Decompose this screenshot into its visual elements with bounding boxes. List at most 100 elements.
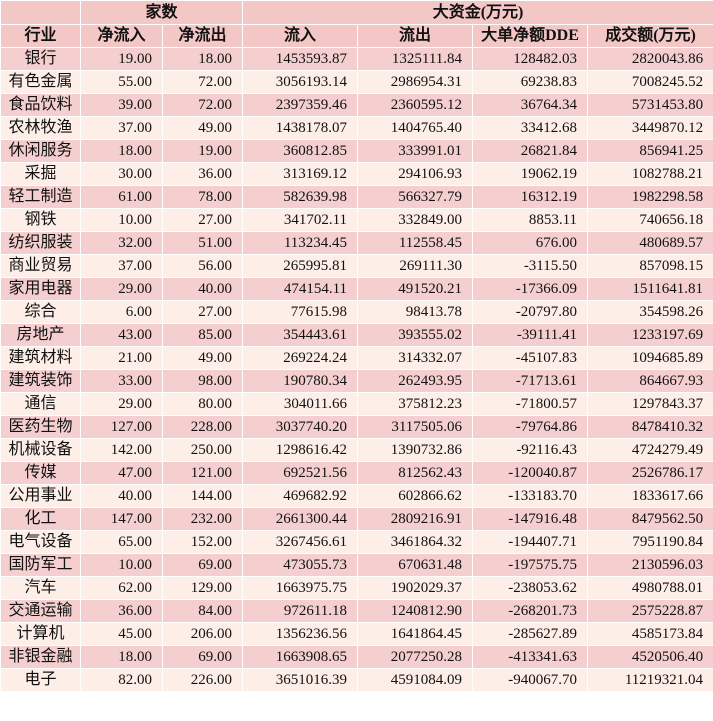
industry-cell: 电子 <box>0 668 81 692</box>
value-cell: 55.00 <box>80 70 163 94</box>
value-cell: 4585173.84 <box>587 622 713 646</box>
industry-cell: 商业贸易 <box>0 254 81 278</box>
value-cell: 84.00 <box>161 599 244 623</box>
value-cell: 32.00 <box>80 231 163 255</box>
value-cell: 29.00 <box>80 277 163 301</box>
industry-cell: 化工 <box>0 507 81 531</box>
value-cell: 491520.21 <box>357 277 474 301</box>
industry-cell: 休闲服务 <box>0 139 81 163</box>
value-cell: 354598.26 <box>587 300 713 324</box>
value-cell: 10.00 <box>80 553 163 577</box>
table-row: 钢铁 10.00 27.00 341702.11 332849.00 8853.11 740… <box>0 208 713 232</box>
industry-cell: 电气设备 <box>0 530 81 554</box>
industry-cell: 交通运输 <box>0 599 81 623</box>
value-cell: 480689.57 <box>587 231 713 255</box>
value-cell: 857098.15 <box>587 254 713 278</box>
value-cell: -71800.57 <box>472 392 589 416</box>
value-cell: 1641864.45 <box>357 622 474 646</box>
value-cell: 98413.78 <box>357 300 474 324</box>
table-row: 家用电器 29.00 40.00 474154.11 491520.21 -17366.0… <box>0 277 713 301</box>
value-cell: 304011.66 <box>242 392 359 416</box>
industry-cell: 建筑材料 <box>0 346 81 370</box>
value-cell: 29.00 <box>80 392 163 416</box>
value-cell: 269111.30 <box>357 254 474 278</box>
value-cell: 2526786.17 <box>587 461 713 485</box>
value-cell: 5731453.80 <box>587 93 713 117</box>
column-header: 流入 <box>242 24 359 48</box>
industry-cell: 采掘 <box>0 162 81 186</box>
value-cell: 18.00 <box>80 139 163 163</box>
industry-cell: 综合 <box>0 300 81 324</box>
value-cell: 69.00 <box>161 553 244 577</box>
value-cell: 670631.48 <box>357 553 474 577</box>
value-cell: 3449870.12 <box>587 116 713 140</box>
value-cell: 740656.18 <box>587 208 713 232</box>
value-cell: 37.00 <box>80 254 163 278</box>
value-cell: 4591084.09 <box>357 668 474 692</box>
group-header: 大资金(万元) <box>242 0 713 25</box>
industry-cell: 机械设备 <box>0 438 81 462</box>
value-cell: 2130596.03 <box>587 553 713 577</box>
value-cell: 856941.25 <box>587 139 713 163</box>
table-row: 公用事业 40.00 144.00 469682.92 602866.62 -133183… <box>0 484 713 508</box>
value-cell: 152.00 <box>161 530 244 554</box>
value-cell: 313169.12 <box>242 162 359 186</box>
value-cell: 1453593.87 <box>242 47 359 71</box>
value-cell: 49.00 <box>161 116 244 140</box>
value-cell: -92116.43 <box>472 438 589 462</box>
value-cell: 3117505.06 <box>357 415 474 439</box>
value-cell: 27.00 <box>161 300 244 324</box>
value-cell: 4980788.01 <box>587 576 713 600</box>
value-cell: 602866.62 <box>357 484 474 508</box>
table-row: 有色金属 55.00 72.00 3056193.14 2986954.31 69238.… <box>0 70 713 94</box>
value-cell: 129.00 <box>161 576 244 600</box>
value-cell: 262493.95 <box>357 369 474 393</box>
value-cell: 228.00 <box>161 415 244 439</box>
table-row: 电子 82.00 226.00 3651016.39 4591084.09 -940067… <box>0 668 713 692</box>
value-cell: 80.00 <box>161 392 244 416</box>
value-cell: 269224.24 <box>242 346 359 370</box>
value-cell: 21.00 <box>80 346 163 370</box>
value-cell: 82.00 <box>80 668 163 692</box>
value-cell: 1663975.75 <box>242 576 359 600</box>
table-row: 轻工制造 61.00 78.00 582639.98 566327.79 16312.19… <box>0 185 713 209</box>
table-header: 家数 大资金(万元) 行业 净流入 净流出 流入 流出 大单净额DDE 成交额(… <box>0 0 713 48</box>
value-cell: 147.00 <box>80 507 163 531</box>
industry-cell: 国防军工 <box>0 553 81 577</box>
table-row: 食品饮料 39.00 72.00 2397359.46 2360595.12 36764.… <box>0 93 713 117</box>
table-row: 交通运输 36.00 84.00 972611.18 1240812.90 -268201… <box>0 599 713 623</box>
value-cell: 2360595.12 <box>357 93 474 117</box>
value-cell: 250.00 <box>161 438 244 462</box>
value-cell: 36.00 <box>80 599 163 623</box>
value-cell: 360812.85 <box>242 139 359 163</box>
table-row: 建筑装饰 33.00 98.00 190780.34 262493.95 -71713.6… <box>0 369 713 393</box>
table-row: 国防军工 10.00 69.00 473055.73 670631.48 -197575.… <box>0 553 713 577</box>
value-cell: 47.00 <box>80 461 163 485</box>
value-cell: 1356236.56 <box>242 622 359 646</box>
value-cell: 1438178.07 <box>242 116 359 140</box>
value-cell: 232.00 <box>161 507 244 531</box>
value-cell: 190780.34 <box>242 369 359 393</box>
table-row: 电气设备 65.00 152.00 3267456.61 3461864.32 -1944… <box>0 530 713 554</box>
value-cell: 676.00 <box>472 231 589 255</box>
value-cell: -17366.09 <box>472 277 589 301</box>
value-cell: -20797.80 <box>472 300 589 324</box>
industry-cell: 房地产 <box>0 323 81 347</box>
value-cell: 72.00 <box>161 93 244 117</box>
industry-cell: 银行 <box>0 47 81 71</box>
value-cell: 78.00 <box>161 185 244 209</box>
value-cell: 4724279.49 <box>587 438 713 462</box>
value-cell: 18.00 <box>80 645 163 669</box>
value-cell: 1511641.81 <box>587 277 713 301</box>
value-cell: 2661300.44 <box>242 507 359 531</box>
value-cell: 8478410.32 <box>587 415 713 439</box>
value-cell: 11219321.04 <box>587 668 713 692</box>
table-row: 银行 19.00 18.00 1453593.87 1325111.84 128482.0… <box>0 47 713 71</box>
value-cell: 341702.11 <box>242 208 359 232</box>
value-cell: 18.00 <box>161 47 244 71</box>
value-cell: -238053.62 <box>472 576 589 600</box>
table-row: 计算机 45.00 206.00 1356236.56 1641864.45 -28562… <box>0 622 713 646</box>
industry-cell: 轻工制造 <box>0 185 81 209</box>
value-cell: 4520506.40 <box>587 645 713 669</box>
